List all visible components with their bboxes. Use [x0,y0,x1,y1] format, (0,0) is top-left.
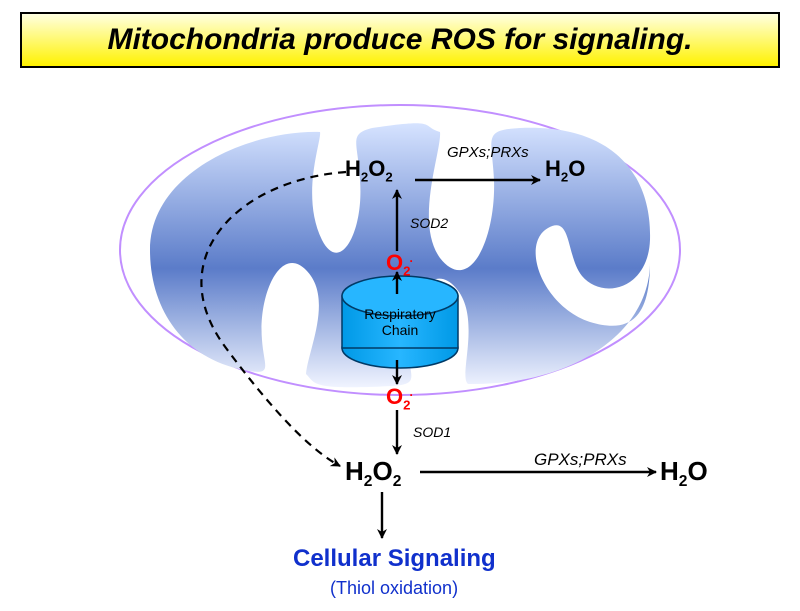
enzyme-gpx-prx-bot: GPXs;PRXs [534,450,627,470]
species-h2o2-bot: H2O2 [345,456,401,491]
species-h2o-top: H2O [545,156,585,184]
species-h2o2-top: H2O2 [345,156,393,184]
thiol-oxidation-label: (Thiol oxidation) [330,578,458,599]
diagram-stage: Mitochondria produce ROS for signaling. [0,0,800,611]
species-h2o-bot: H2O [660,456,708,491]
respiratory-chain-label-2: Chain [340,322,460,338]
enzyme-sod2: SOD2 [410,215,448,231]
enzyme-gpx-prx-top: GPXs;PRXs [447,144,529,161]
cellular-signaling-label: Cellular Signaling [293,545,496,573]
species-o2-upper: O2. [386,250,414,278]
species-o2-lower: O2. [386,384,414,412]
respiratory-chain-label: Respiratory Chain [340,306,460,338]
respiratory-chain-label-1: Respiratory [340,306,460,322]
enzyme-sod1: SOD1 [413,424,451,440]
